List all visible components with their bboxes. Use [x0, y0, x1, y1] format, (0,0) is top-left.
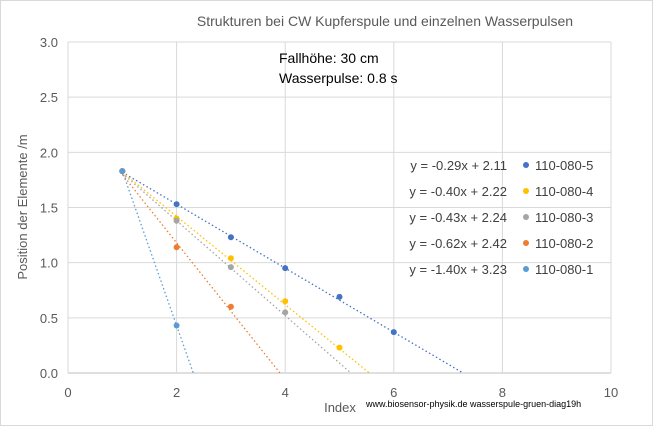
grid [67, 41, 612, 374]
chart-title: Strukturen bei CW Kupferspule und einzel… [197, 13, 573, 29]
legend-marker-4 [523, 240, 529, 246]
y-tick-label-3: 1.5 [40, 201, 58, 216]
annotation-fallhoehe: Fallhöhe: 30 cm [279, 50, 379, 66]
data-point-s4-3 [227, 303, 234, 310]
legend: 110-080-5 110-080-4 110-080-3 110-080-2 110-… [523, 158, 593, 277]
legend-marker-5 [523, 266, 529, 272]
tick-labels: 0.0 0.5 1.0 1.5 2.0 2.5 3.0 0 2 4 6 8 10 [40, 35, 618, 400]
x-tick-label-2: 4 [282, 385, 289, 400]
data-point-s2-5 [336, 344, 343, 351]
data-point-s3-2 [173, 217, 180, 224]
x-axis-label: Index [324, 400, 356, 415]
legend-label-5: 110-080-1 [535, 262, 593, 277]
y-tick-label-2: 1.0 [40, 256, 58, 271]
data-point-s2-4 [282, 298, 289, 305]
legend-label-1: 110-080-5 [535, 158, 593, 173]
trendline-equation-3: y = -0.43x + 2.24 [409, 210, 507, 225]
data-point-s3-3 [227, 264, 234, 271]
data-point-s1-4 [282, 265, 289, 272]
x-tick-label-5: 10 [604, 385, 618, 400]
footer-credit: www.biosensor-physik.de wasserspule-grue… [365, 399, 581, 409]
legend-label-2: 110-080-4 [535, 184, 593, 199]
x-tick-label-0: 0 [64, 385, 71, 400]
legend-marker-2 [523, 188, 529, 194]
trendline-equation-4: y = -0.62x + 2.42 [409, 236, 507, 251]
trendline-2 [121, 171, 370, 373]
y-tick-label-6: 3.0 [40, 35, 58, 50]
legend-marker-1 [523, 162, 529, 168]
x-tick-label-4: 8 [499, 385, 506, 400]
trendline-equations: y = -0.29x + 2.11 y = -0.40x + 2.22 y = -0… [409, 158, 507, 277]
data-point-s5-2 [173, 322, 180, 329]
y-tick-label-0: 0.0 [40, 366, 58, 381]
y-tick-label-5: 2.5 [40, 90, 58, 105]
trendline-equation-5: y = -1.40x + 3.23 [409, 262, 507, 277]
legend-label-3: 110-080-3 [535, 210, 593, 225]
trendline-equation-2: y = -0.40x + 2.22 [409, 184, 507, 199]
annotation-wasserpulse: Wasserpulse: 0.8 s [279, 70, 398, 86]
data-point-s1-6 [390, 329, 397, 336]
y-axis-label: Position der Elemente /m [15, 134, 30, 279]
trendline-3 [121, 172, 352, 373]
data-points [119, 168, 397, 351]
data-point-s1-5 [336, 293, 343, 300]
trendline-equation-1: y = -0.29x + 2.11 [410, 158, 507, 173]
y-tick-label-1: 0.5 [40, 311, 58, 326]
data-point-s3-4 [282, 309, 289, 316]
x-tick-label-3: 6 [390, 385, 397, 400]
data-point-s2-3 [227, 255, 234, 262]
trendlines [121, 170, 464, 373]
data-point-s1-2 [173, 201, 180, 208]
legend-marker-3 [523, 214, 529, 220]
x-tick-label-1: 2 [173, 385, 180, 400]
legend-label-4: 110-080-2 [535, 236, 593, 251]
data-point-s1-3 [227, 234, 234, 241]
data-point-s5-1 [119, 168, 126, 175]
data-point-s4-2 [173, 244, 180, 251]
y-tick-label-4: 2.0 [40, 145, 58, 160]
